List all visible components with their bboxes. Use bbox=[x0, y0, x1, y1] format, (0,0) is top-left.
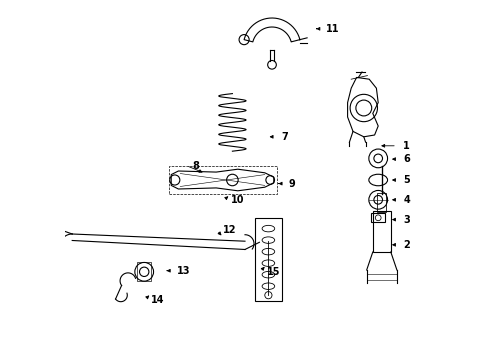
Bar bbox=[373, 211, 391, 252]
Text: 4: 4 bbox=[403, 195, 410, 205]
Text: 12: 12 bbox=[223, 225, 237, 235]
Text: 5: 5 bbox=[403, 175, 410, 185]
Text: 6: 6 bbox=[403, 154, 410, 164]
Text: 3: 3 bbox=[403, 215, 410, 225]
Text: 2: 2 bbox=[403, 240, 410, 250]
Text: 10: 10 bbox=[231, 195, 244, 205]
Text: 8: 8 bbox=[193, 161, 200, 171]
Text: 11: 11 bbox=[326, 24, 340, 34]
Bar bbox=[377, 193, 386, 212]
Text: 15: 15 bbox=[267, 267, 280, 277]
Bar bbox=[255, 218, 282, 301]
Text: 7: 7 bbox=[281, 132, 288, 142]
Text: 13: 13 bbox=[176, 266, 190, 276]
Bar bbox=[169, 166, 277, 194]
Bar bbox=[137, 262, 151, 281]
Text: 9: 9 bbox=[288, 179, 295, 189]
Text: 1: 1 bbox=[403, 141, 410, 151]
Text: 14: 14 bbox=[151, 294, 165, 305]
Bar bbox=[371, 213, 386, 222]
